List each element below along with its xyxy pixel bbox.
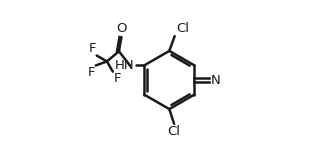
Text: F: F xyxy=(114,72,121,85)
Text: Cl: Cl xyxy=(168,125,180,138)
Text: F: F xyxy=(89,42,96,55)
Text: HN: HN xyxy=(115,59,135,72)
Text: Cl: Cl xyxy=(176,22,189,35)
Text: N: N xyxy=(211,73,220,87)
Text: F: F xyxy=(88,66,95,79)
Text: O: O xyxy=(116,22,127,35)
